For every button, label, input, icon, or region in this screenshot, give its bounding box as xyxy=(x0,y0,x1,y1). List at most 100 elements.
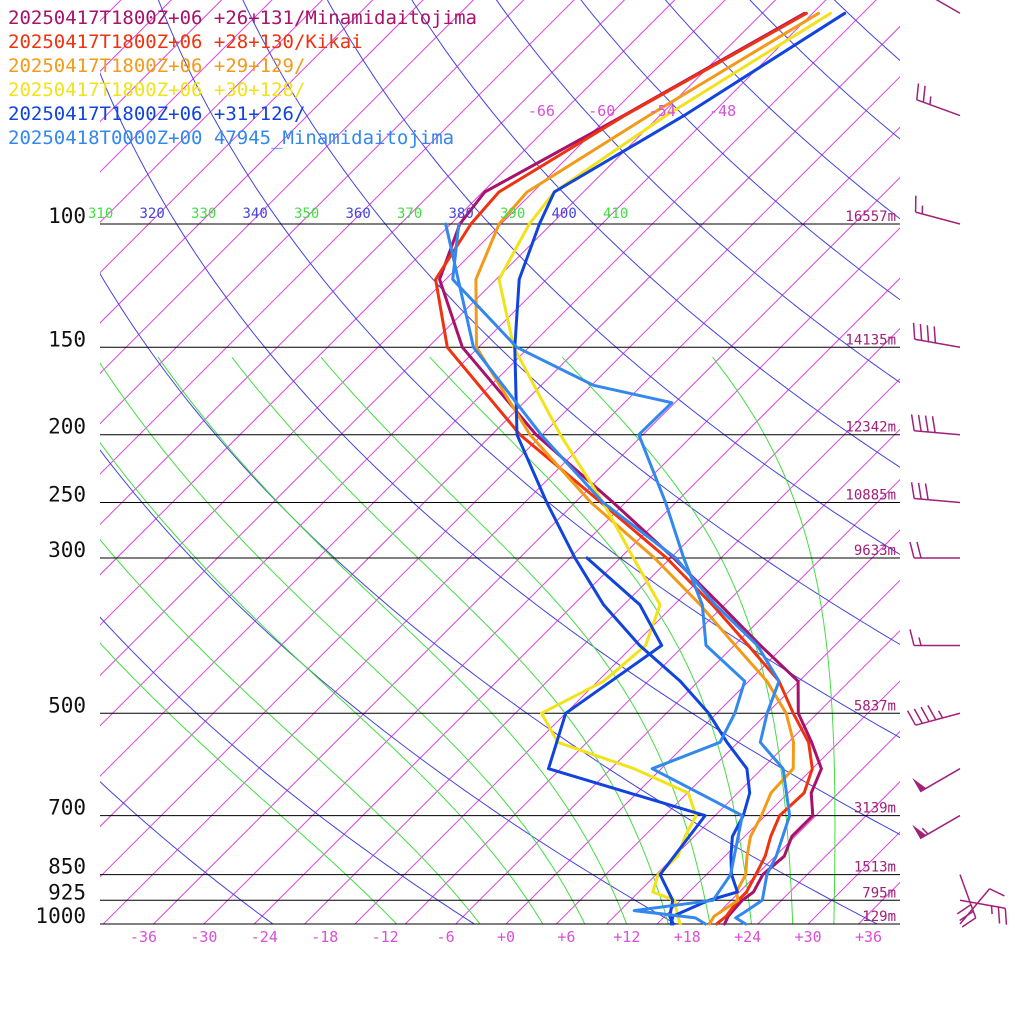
wind-barb-flag xyxy=(920,706,930,722)
isotherm-line xyxy=(807,831,900,924)
isotherm-line xyxy=(454,478,900,924)
isotherm-line xyxy=(100,0,273,173)
theta-label: 400 xyxy=(552,206,577,222)
temperature-line xyxy=(513,11,847,926)
wind-barb-half-flag xyxy=(929,96,932,105)
wind-barb xyxy=(935,0,961,14)
isotherm-line xyxy=(706,730,900,924)
pressure-label: 150 xyxy=(48,327,86,351)
theta-label: 390 xyxy=(500,206,525,222)
wind-barb-staff xyxy=(959,874,977,919)
wind-barb-staff xyxy=(914,429,961,436)
temperature-tick-label: -18 xyxy=(311,928,338,946)
theta-label: 360 xyxy=(346,206,371,222)
pressure-label: 925 xyxy=(48,880,86,904)
wind-barb-pennant xyxy=(912,777,927,792)
wind-barb-flag xyxy=(906,710,917,726)
wind-barb-flag xyxy=(909,541,915,559)
wind-barb-staff xyxy=(959,899,1006,910)
wind-barb xyxy=(909,541,960,559)
wind-barb xyxy=(914,195,961,225)
temperature-tick-label: +36 xyxy=(855,928,882,946)
sounding-series xyxy=(434,11,847,926)
wind-barb xyxy=(959,888,1005,925)
dry-adiabat-line xyxy=(100,71,900,836)
temperature-tick-label: +0 xyxy=(497,928,515,946)
moist-adiabat-line xyxy=(100,441,544,924)
isotherm-line xyxy=(404,428,900,924)
temperature-axis: -36 -30 -24 -18 -12 -6 +0 +6 +12 +18 +24 +30 +36 xyxy=(130,928,882,946)
moist-adiabat-line xyxy=(231,356,669,924)
isotherm-grid xyxy=(100,0,1024,939)
wind-barb-flag xyxy=(933,326,937,343)
wind-barb xyxy=(906,704,961,726)
wind-barb-staff xyxy=(914,497,961,504)
upper-isotherm-label: -66 xyxy=(528,102,555,120)
dry-adiabat-line xyxy=(242,0,900,646)
isotherm-line xyxy=(100,0,223,123)
wind-barb-flag xyxy=(927,704,937,721)
isotherm-line xyxy=(505,529,900,924)
dry-adiabat-line xyxy=(580,0,900,301)
theta-label: 340 xyxy=(243,206,268,222)
dry-adiabat-line xyxy=(833,0,900,62)
isotherm-line xyxy=(944,0,1024,939)
moist-adiabat-line xyxy=(100,642,398,924)
wind-barb xyxy=(910,414,961,436)
legend-entry: 20250417T1800Z+06 +29+129/ xyxy=(8,55,305,77)
theta-labels: 310 320 330 340 350 360 370 380 390 400 410 xyxy=(88,206,628,222)
wind-barb-staff xyxy=(959,888,991,925)
wind-barb xyxy=(912,814,961,840)
wind-barb xyxy=(912,768,961,793)
dry-adiabat-line xyxy=(100,616,476,924)
legend-entry: 20250417T1800Z+06 +28+130/Kikai xyxy=(8,31,363,53)
isotherm-line xyxy=(100,0,525,425)
isotherm-line xyxy=(100,0,424,324)
height-labels: 16557m 14135m 12342m 10885m 9633m 5837m 3139m 1… xyxy=(845,209,896,925)
pressure-label: 300 xyxy=(48,538,86,562)
moist-adiabat-line xyxy=(100,538,481,924)
height-label: 14135m xyxy=(845,332,896,348)
wind-barb-flag xyxy=(912,322,916,340)
theta-label: 380 xyxy=(449,206,474,222)
isotherm-line xyxy=(100,0,324,224)
wind-barb-staff xyxy=(935,0,961,14)
theta-label: 370 xyxy=(397,206,422,222)
moist-adiabat-grid xyxy=(100,356,836,924)
wind-barb-flag xyxy=(913,708,923,724)
wind-barb-pennant xyxy=(912,824,927,839)
isotherm-line xyxy=(995,0,1024,939)
wind-barb xyxy=(910,482,961,504)
upper-isotherm-labels: -66 -60 -54 -48 xyxy=(528,102,736,120)
dewpoint-line xyxy=(547,556,707,926)
pressure-label: 700 xyxy=(48,796,86,820)
wind-barb-flag xyxy=(926,325,930,342)
pressure-label: 250 xyxy=(48,483,86,507)
isotherm-line xyxy=(100,25,900,828)
upper-isotherm-label: -48 xyxy=(709,102,736,120)
legend: 20250417T1800Z+06 +26+131/Minamidaitojim… xyxy=(8,7,477,149)
wind-barb-flag xyxy=(917,414,922,432)
wind-barb-flag xyxy=(917,482,922,500)
legend-entry: 20250417T1800Z+06 +30+128/ xyxy=(8,79,305,101)
height-label: 10885m xyxy=(845,488,896,504)
dry-adiabat-line xyxy=(664,0,900,220)
isotherm-line xyxy=(102,126,900,924)
legend-entry: 20250417T1800Z+06 +26+131/Minamidaitojim… xyxy=(8,7,477,29)
dry-adiabat-line xyxy=(495,0,900,384)
theta-label: 410 xyxy=(603,206,628,222)
upper-isotherm-label: -54 xyxy=(649,102,676,120)
temperature-line xyxy=(434,11,814,926)
height-label: 5837m xyxy=(854,698,896,714)
dry-adiabat-line xyxy=(411,0,900,468)
wind-barb-flag xyxy=(924,483,929,500)
wind-barb-half-flag xyxy=(921,827,929,835)
theta-label: 310 xyxy=(88,206,113,222)
isotherm-line xyxy=(857,881,900,924)
wind-barb-half-flag xyxy=(990,905,993,915)
wind-barb-staff xyxy=(919,814,961,840)
isotherm-line xyxy=(100,0,374,274)
wind-barb-flag xyxy=(989,888,1005,897)
